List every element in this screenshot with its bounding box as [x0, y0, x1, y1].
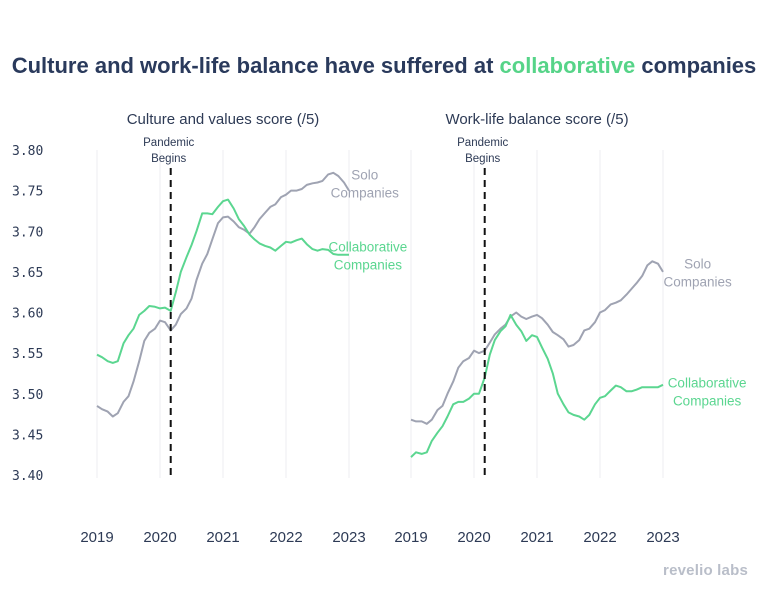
x-tick-label: 2021	[520, 529, 553, 546]
solo-label-line2: Companies	[664, 275, 733, 290]
pandemic-label-line2: Begins	[465, 153, 500, 165]
y-tick-label: 3.70	[12, 225, 43, 240]
pandemic-label-line2: Begins	[151, 153, 186, 165]
collaborative-label-line2: Companies	[334, 258, 403, 273]
solo-series-line	[410, 260, 664, 425]
y-tick-label: 3.40	[12, 469, 43, 484]
pandemic-label-line1: Pandemic	[143, 137, 194, 149]
x-tick-label: 2019	[394, 529, 427, 546]
panel-1: Culture and values score (/5) 2019 2020 202…	[80, 111, 407, 546]
y-tick-label: 3.50	[12, 388, 43, 403]
y-tick-label: 3.60	[12, 307, 43, 322]
collaborative-label-line2: Companies	[673, 393, 742, 408]
y-tick-label: 3.45	[12, 428, 43, 443]
x-tick-label: 2020	[143, 529, 176, 546]
panel-title: Culture and values score (/5)	[127, 111, 320, 128]
y-tick-label: 3.80	[12, 144, 43, 159]
chart-title: Culture and work-life balance have suffe…	[0, 53, 768, 79]
solo-label-line2: Companies	[331, 185, 400, 200]
solo-label-line1: Solo	[684, 257, 711, 272]
x-tick-label: 2022	[583, 529, 616, 546]
pandemic-label-line1: Pandemic	[457, 137, 508, 149]
x-tick-label: 2023	[646, 529, 679, 546]
title-part1: Culture and work-life balance have suffe…	[11, 53, 500, 78]
solo-series-line	[96, 171, 350, 418]
collaborative-series-line	[96, 198, 349, 364]
title-part2: companies	[635, 53, 757, 78]
y-tick-label: 3.65	[12, 266, 43, 281]
y-tick-label: 3.55	[12, 347, 43, 362]
collaborative-label-line1: Collaborative	[329, 240, 408, 255]
solo-label-line1: Solo	[351, 167, 378, 182]
collaborative-series-line	[410, 313, 664, 458]
x-tick-label: 2023	[332, 529, 365, 546]
panel-title: Work-life balance score (/5)	[445, 111, 628, 128]
y-tick-label: 3.75	[12, 185, 43, 200]
x-tick-label: 2019	[80, 529, 113, 546]
panel-2: Work-life balance score (/5) 2019 2020 2021…	[394, 111, 746, 546]
title-highlight: collaborative	[499, 53, 636, 78]
x-tick-label: 2022	[269, 529, 302, 546]
x-tick-label: 2020	[457, 529, 490, 546]
collaborative-label-line1: Collaborative	[668, 375, 747, 390]
brand-logo: revelio labs	[663, 562, 748, 579]
x-tick-label: 2021	[206, 529, 239, 546]
